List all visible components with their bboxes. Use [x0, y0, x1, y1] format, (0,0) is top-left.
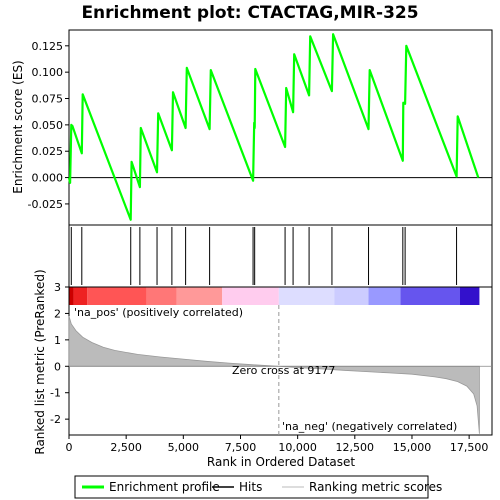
color-bar-segment: [400, 287, 460, 305]
color-bar-segment: [334, 287, 369, 305]
color-bar-segment: [222, 287, 279, 305]
x-tick-label: 5,000: [168, 441, 200, 454]
color-bar-segment: [278, 287, 335, 305]
zero-cross-label: Zero cross at 9177: [232, 364, 335, 377]
enrichment-profile-line: [67, 33, 480, 221]
top-panel-frame: [68, 29, 493, 226]
color-bar-segment: [146, 287, 177, 305]
bottom-y-tick-label: -2: [50, 413, 61, 426]
top-y-tick-label: 0.100: [32, 66, 64, 79]
x-tick-label: 12,500: [336, 441, 375, 454]
color-bar-segment: [176, 287, 223, 305]
bottom-y-tick-label: -1: [50, 387, 61, 400]
x-tick-label: 7,500: [225, 441, 257, 454]
legend-box: [74, 475, 429, 499]
color-bar-segment: [368, 287, 401, 305]
top-y-tick-label: 0.125: [32, 40, 64, 53]
color-bar-segment: [459, 287, 480, 305]
color-bar-segment: [87, 287, 147, 305]
chart-title: Enrichment plot: CTACTAG,MIR-325: [81, 3, 418, 23]
top-y-tick-label: 0.025: [32, 145, 64, 158]
bottom-y-tick-label: 2: [54, 307, 61, 320]
hit-markers: [70, 227, 458, 285]
top-y-tick-label: -0.025: [28, 198, 63, 211]
ranking-metric-fill: [68, 315, 480, 434]
x-axis: 0 2,500 5,000 7,500 10,000 12,500 15,000 17,500: [66, 435, 489, 454]
bottom-y-tick-label: 1: [54, 334, 61, 347]
x-axis-label: Rank in Ordered Dataset: [207, 455, 355, 469]
x-tick-label: 0: [66, 441, 73, 454]
negative-correlation-label: 'na_neg' (negatively correlated): [282, 420, 457, 433]
legend-label: Ranking metric scores: [309, 480, 442, 494]
legend-label: Enrichment profile: [109, 480, 220, 494]
x-tick-label: 17,500: [450, 441, 489, 454]
x-tick-label: 10,000: [278, 441, 317, 454]
color-bar-segment: [69, 287, 74, 305]
x-tick-label: 15,000: [393, 441, 432, 454]
legend: Enrichment profile Hits Ranking metric sco…: [82, 480, 442, 494]
top-y-axis-label: Enrichment score (ES): [11, 60, 25, 193]
ranking-metric-area: [68, 315, 492, 434]
top-y-tick-label: 0.000: [32, 172, 64, 185]
positive-correlation-label: 'na_pos' (positively correlated): [74, 306, 243, 319]
enrichment-profile-series: [67, 33, 480, 221]
bottom-y-tick-label: 0: [54, 360, 61, 373]
top-y-tick-label: 0.050: [32, 119, 64, 132]
legend-label: Hits: [239, 480, 262, 494]
bottom-y-axis-label: Ranked list metric (PreRanked): [33, 269, 47, 454]
bottom-y-axis: -2 -1 0 1 2 3: [50, 281, 69, 426]
hits-panel-frame: [68, 224, 493, 288]
x-tick-label: 2,500: [110, 441, 142, 454]
ranking-color-bar: [69, 287, 480, 305]
top-y-tick-label: 0.075: [32, 93, 64, 106]
color-bar-segment: [73, 287, 88, 305]
top-y-axis: -0.025 0.000 0.025 0.050 0.075 0.100 0.125: [28, 40, 69, 211]
bottom-y-tick-label: 3: [54, 281, 61, 294]
